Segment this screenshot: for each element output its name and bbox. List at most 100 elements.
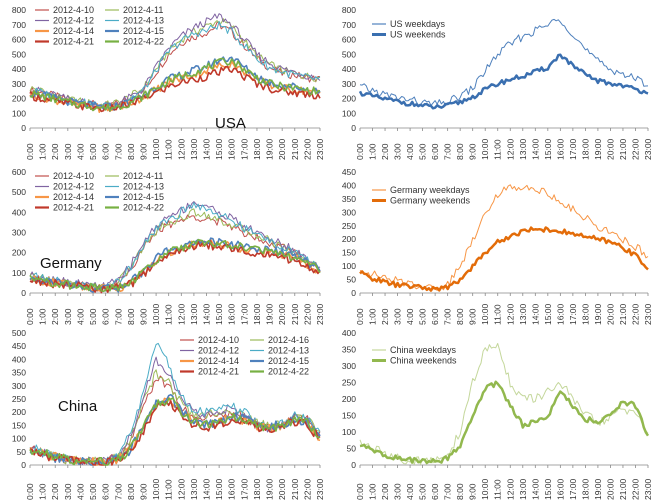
- x-tick-label: 1:00: [38, 143, 48, 160]
- x-tick-label: 21:00: [618, 138, 628, 160]
- x-tick-label: 21:00: [290, 138, 300, 160]
- x-tick-label: 22:00: [630, 138, 640, 160]
- x-tick-label: 3:00: [63, 143, 73, 160]
- x-tick-label: 15:00: [543, 478, 553, 500]
- legend-label: 2012-4-21: [198, 367, 239, 377]
- x-tick-label: 11:00: [164, 304, 174, 325]
- x-tick-label: 1:00: [38, 308, 48, 325]
- x-tick-label: 13:00: [518, 478, 528, 500]
- legend-label: 2012-4-15: [123, 26, 164, 36]
- x-tick-label: 0:00: [355, 143, 365, 160]
- x-tick-label: 8:00: [455, 483, 465, 500]
- panel-china_avg: 0 50 100 150 200 250 300 350 400 0:00 1:00 2:00 3:00…: [342, 328, 653, 500]
- legend-label: 2012-4-22: [123, 203, 164, 213]
- series-line-us-weekdays: [359, 18, 649, 107]
- series-line-2012-4-22: [29, 238, 321, 293]
- x-tick-label: 12:00: [505, 478, 515, 500]
- x-tick-label: 22:00: [302, 138, 312, 160]
- y-tick-label: 200: [342, 394, 356, 404]
- series-line-2012-4-15: [29, 393, 321, 466]
- x-tick-label: 10:00: [480, 303, 490, 325]
- x-tick-label: 15:00: [214, 478, 224, 500]
- x-tick-label: 5:00: [88, 308, 98, 325]
- x-tick-label: 17:00: [239, 303, 249, 325]
- y-tick-label: 50: [17, 447, 27, 457]
- legend-label: 2012-4-21: [53, 37, 94, 47]
- x-tick-label: 9:00: [468, 483, 478, 500]
- legend-label: 2012-4-10: [198, 335, 239, 345]
- y-tick-label: 100: [12, 108, 26, 118]
- y-tick-label: 400: [12, 64, 26, 74]
- x-tick-label: 18:00: [580, 138, 590, 160]
- x-tick-label: 22:00: [630, 303, 640, 325]
- panel-label: USA: [215, 115, 246, 132]
- x-tick-label: 10:00: [480, 138, 490, 160]
- x-tick-label: 14:00: [202, 138, 212, 160]
- x-tick-label: 7:00: [113, 143, 123, 160]
- y-tick-label: 0: [351, 288, 356, 298]
- x-tick-label: 3:00: [393, 483, 403, 500]
- panel-label: China: [58, 398, 98, 415]
- series-line-germany-weekends: [359, 226, 649, 292]
- x-tick-label: 20:00: [605, 303, 615, 325]
- legend-label: 2012-4-11: [123, 5, 163, 15]
- y-tick-label: 300: [342, 207, 356, 217]
- x-tick-label: 11:00: [493, 304, 503, 325]
- x-tick-label: 3:00: [393, 308, 403, 325]
- y-tick-label: 350: [342, 345, 356, 355]
- panel-germany_avg: 0 50 100 150 200 250 300 350 400 450 0:00 1:00 2:00 3…: [342, 167, 653, 325]
- x-tick-label: 13:00: [189, 303, 199, 325]
- x-tick-label: 22:00: [630, 478, 640, 500]
- y-tick-label: 150: [342, 411, 356, 421]
- x-tick-label: 11:00: [164, 139, 174, 160]
- x-tick-label: 0:00: [25, 308, 35, 325]
- x-tick-label: 1:00: [368, 143, 378, 160]
- x-tick-label: 8:00: [455, 308, 465, 325]
- x-tick-label: 12:00: [505, 138, 515, 160]
- x-tick-label: 13:00: [518, 303, 528, 325]
- x-tick-label: 1:00: [368, 483, 378, 500]
- x-tick-label: 17:00: [568, 478, 578, 500]
- x-tick-label: 4:00: [405, 483, 415, 500]
- series-line-us-weekends: [358, 53, 649, 110]
- x-tick-label: 6:00: [101, 143, 111, 160]
- x-tick-label: 6:00: [430, 143, 440, 160]
- y-tick-label: 500: [12, 49, 26, 59]
- y-tick-label: 0: [21, 460, 26, 470]
- panel-usa_avg: 0 100 200 300 400 500 600 700 800 0:00 1:00 2:00 3:0…: [342, 5, 653, 160]
- y-tick-label: 200: [12, 94, 26, 104]
- y-tick-label: 600: [12, 167, 26, 177]
- legend-label: US weekdays: [390, 19, 446, 29]
- legend-label: 2012-4-15: [268, 356, 309, 366]
- x-tick-label: 7:00: [443, 483, 453, 500]
- x-tick-label: 8:00: [126, 143, 136, 160]
- series-line-germany-weekdays: [359, 184, 649, 291]
- legend-label: 2012-4-13: [123, 182, 164, 192]
- legend-label: 2012-4-13: [123, 16, 164, 26]
- x-tick-label: 16:00: [555, 478, 565, 500]
- x-tick-label: 15:00: [214, 303, 224, 325]
- y-tick-label: 300: [12, 228, 26, 238]
- y-tick-label: 700: [12, 20, 26, 30]
- x-tick-label: 14:00: [530, 478, 540, 500]
- y-tick-label: 50: [347, 275, 357, 285]
- legend-label: 2012-4-14: [198, 356, 239, 366]
- series-line-2012-4-11: [29, 18, 321, 109]
- y-tick-label: 100: [12, 268, 26, 278]
- x-tick-label: 14:00: [530, 138, 540, 160]
- x-tick-label: 17:00: [239, 478, 249, 500]
- x-tick-label: 7:00: [113, 308, 123, 325]
- y-tick-label: 450: [342, 167, 356, 177]
- x-tick-label: 8:00: [126, 483, 136, 500]
- x-tick-label: 18:00: [580, 478, 590, 500]
- x-tick-label: 23:00: [643, 138, 653, 160]
- panel-germany_daily: 0 100 200 300 400 500 600 0:00 1:00 2:00 3:00 4:00 5…: [12, 167, 325, 325]
- y-tick-label: 0: [351, 460, 356, 470]
- x-tick-label: 21:00: [290, 478, 300, 500]
- x-tick-label: 10:00: [151, 478, 161, 500]
- y-tick-label: 500: [342, 49, 356, 59]
- series-line-2012-4-21: [29, 400, 321, 466]
- legend-label: 2012-4-12: [53, 182, 94, 192]
- legend-label: 2012-4-16: [268, 335, 309, 345]
